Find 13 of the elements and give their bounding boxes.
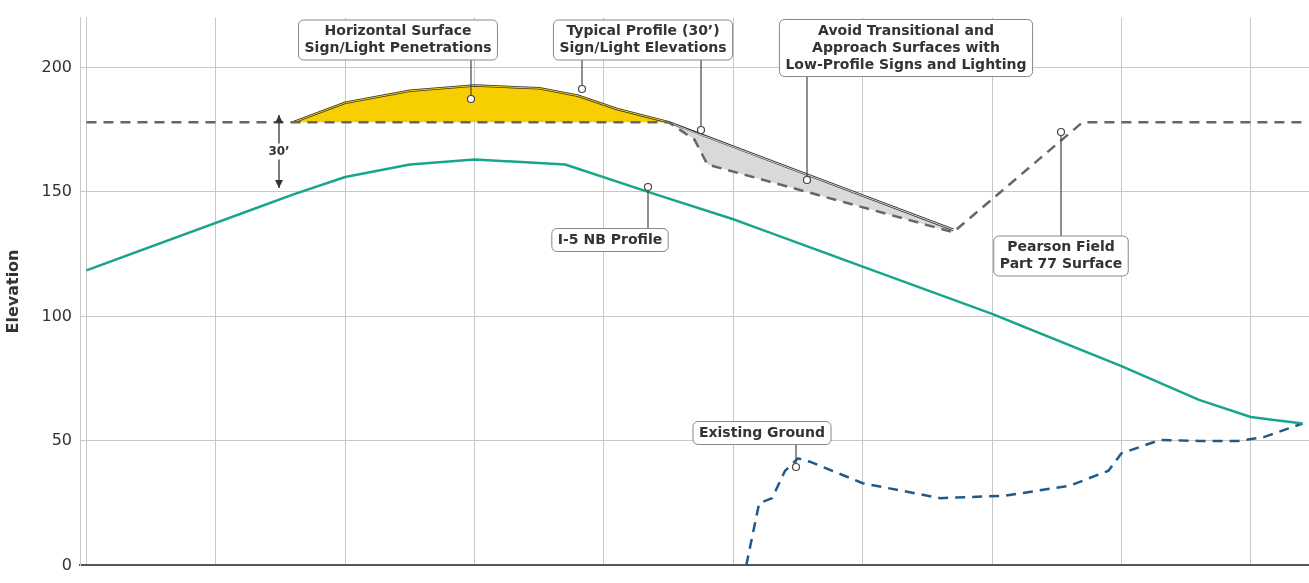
annotation: Horizontal Surface Sign/Light Penetrations [304, 22, 492, 56]
y-tick-label: 150 [41, 181, 72, 201]
y-tick-label: 200 [41, 56, 72, 76]
y-tick-label: 100 [41, 305, 72, 325]
y-tick-label: 50 [51, 430, 72, 450]
y-tick-label: 0 [61, 554, 72, 574]
annotation: I-5 NB Profile [557, 230, 663, 247]
annotation: Pearson Field Part 77 Surface [999, 238, 1123, 272]
annotation: Typical Profile (30’) Sign/Light Elevations [559, 22, 727, 56]
annotation: Existing Ground [698, 423, 826, 440]
annotation: 30’ [268, 143, 290, 158]
annotation: Avoid Transitional and Approach Surfaces with Low-Profile Signs and Lighting [785, 21, 1027, 72]
y-axis-title: Elevation [2, 249, 22, 334]
